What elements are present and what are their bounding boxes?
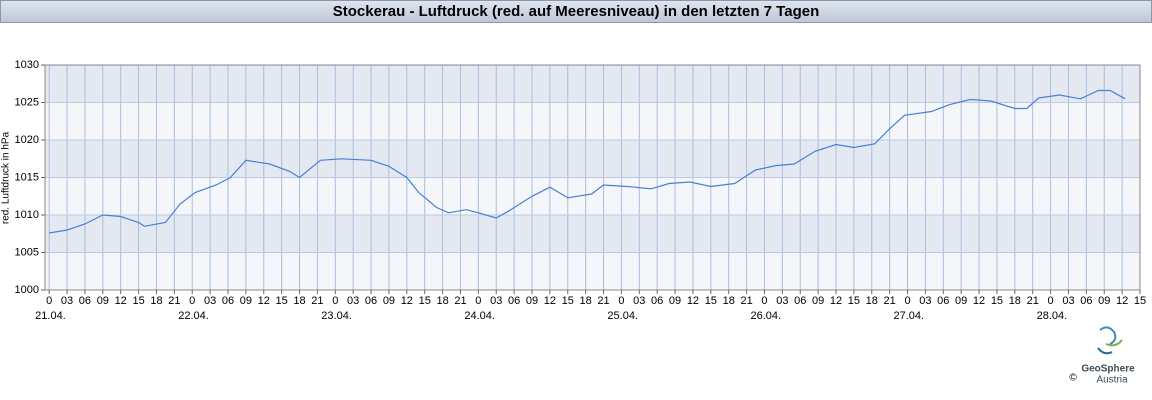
x-tick-label: 03 [61, 295, 73, 307]
x-tick-label: 09 [97, 295, 109, 307]
x-tick-label: 03 [204, 295, 216, 307]
x-tick-label: 06 [651, 295, 663, 307]
x-tick-label: 21 [597, 295, 609, 307]
x-tick-label: 12 [687, 295, 699, 307]
date-label: 22.04. [178, 310, 209, 322]
x-tick-label: 18 [150, 295, 162, 307]
x-tick-label: 09 [955, 295, 967, 307]
x-tick-label: 15 [991, 295, 1003, 307]
x-tick-label: 18 [723, 295, 735, 307]
x-tick-label: 18 [866, 295, 878, 307]
y-tick-label: 1020 [15, 134, 39, 146]
y-tick-label: 1005 [15, 246, 39, 258]
x-tick-label: 0 [761, 295, 767, 307]
chart-title: Stockerau - Luftdruck (red. auf Meeresni… [333, 3, 820, 20]
x-tick-label: 03 [919, 295, 931, 307]
x-tick-label: 09 [526, 295, 538, 307]
band [45, 102, 1140, 140]
x-tick-label: 06 [794, 295, 806, 307]
band [45, 140, 1140, 178]
y-tick-label: 1010 [15, 209, 39, 221]
x-tick-label: 21 [168, 295, 180, 307]
x-tick-label: 12 [115, 295, 127, 307]
x-tick-label: 03 [490, 295, 502, 307]
x-tick-label: 06 [222, 295, 234, 307]
x-tick-label: 03 [1062, 295, 1074, 307]
x-tick-label: 18 [293, 295, 305, 307]
x-tick-label: 12 [830, 295, 842, 307]
date-label: 23.04. [321, 310, 352, 322]
x-tick-label: 12 [973, 295, 985, 307]
x-tick-label: 15 [276, 295, 288, 307]
x-tick-label: 12 [1116, 295, 1128, 307]
y-tick-label: 1025 [15, 96, 39, 108]
x-tick-label: 03 [347, 295, 359, 307]
data-line [49, 89, 1126, 234]
x-tick-label: 06 [79, 295, 91, 307]
x-tick-label: 21 [454, 295, 466, 307]
x-tick-label: 21 [1027, 295, 1039, 307]
x-tick-label: 09 [812, 295, 824, 307]
y-tick-label: 1030 [15, 59, 39, 71]
x-tick-label: 03 [633, 295, 645, 307]
date-label: 27.04. [894, 310, 925, 322]
x-tick-label: 06 [365, 295, 377, 307]
x-tick-label: 12 [401, 295, 413, 307]
band [45, 177, 1140, 215]
x-tick-label: 09 [1098, 295, 1110, 307]
x-tick-label: 15 [705, 295, 717, 307]
y-tick-label: 1000 [15, 284, 39, 296]
x-tick-label: 06 [508, 295, 520, 307]
date-label: 21.04. [35, 310, 66, 322]
x-tick-label: 21 [311, 295, 323, 307]
x-tick-label: 15 [132, 295, 144, 307]
x-tick-label: 18 [436, 295, 448, 307]
logo-mark [1097, 347, 1113, 355]
x-tick-label: 15 [562, 295, 574, 307]
x-tick-label: 12 [544, 295, 556, 307]
plot-area [44, 64, 1141, 291]
x-tick-label: 0 [475, 295, 481, 307]
x-tick-label: 21 [884, 295, 896, 307]
x-tick-label: 06 [937, 295, 949, 307]
x-tick-label: 0 [189, 295, 195, 307]
band [45, 65, 1140, 103]
x-tick-label: 0 [332, 295, 338, 307]
x-tick-label: 03 [776, 295, 788, 307]
date-label: 26.04. [750, 310, 781, 322]
logo-mark [1099, 326, 1117, 345]
x-tick-label: 18 [1009, 295, 1021, 307]
x-tick-label: 0 [1048, 295, 1054, 307]
date-label: 28.04. [1037, 310, 1068, 322]
x-tick-label: 09 [669, 295, 681, 307]
band [45, 215, 1140, 253]
x-tick-label: 18 [580, 295, 592, 307]
logo: GeoSphere Austria © [1069, 326, 1135, 386]
x-tick-label: 09 [383, 295, 395, 307]
y-axis-label: red. Luftdruck in hPa [1, 131, 12, 224]
x-tick-label: 0 [46, 295, 52, 307]
date-label: 24.04. [464, 310, 495, 322]
logo-mark [1105, 339, 1123, 347]
x-tick-label: 0 [904, 295, 910, 307]
logo-name: GeoSphere [1081, 364, 1135, 375]
band [45, 252, 1140, 290]
x-tick-label: 15 [419, 295, 431, 307]
x-tick-label: 15 [848, 295, 860, 307]
x-tick-label: 06 [1080, 295, 1092, 307]
copyright: © [1069, 373, 1077, 384]
logo-country: Austria [1096, 375, 1128, 386]
x-tick-label: 0 [618, 295, 624, 307]
date-label: 25.04. [607, 310, 638, 322]
x-tick-label: 15 [1134, 295, 1146, 307]
x-tick-label: 12 [258, 295, 270, 307]
y-tick-label: 1015 [15, 171, 39, 183]
x-tick-label: 21 [740, 295, 752, 307]
x-tick-label: 09 [240, 295, 252, 307]
